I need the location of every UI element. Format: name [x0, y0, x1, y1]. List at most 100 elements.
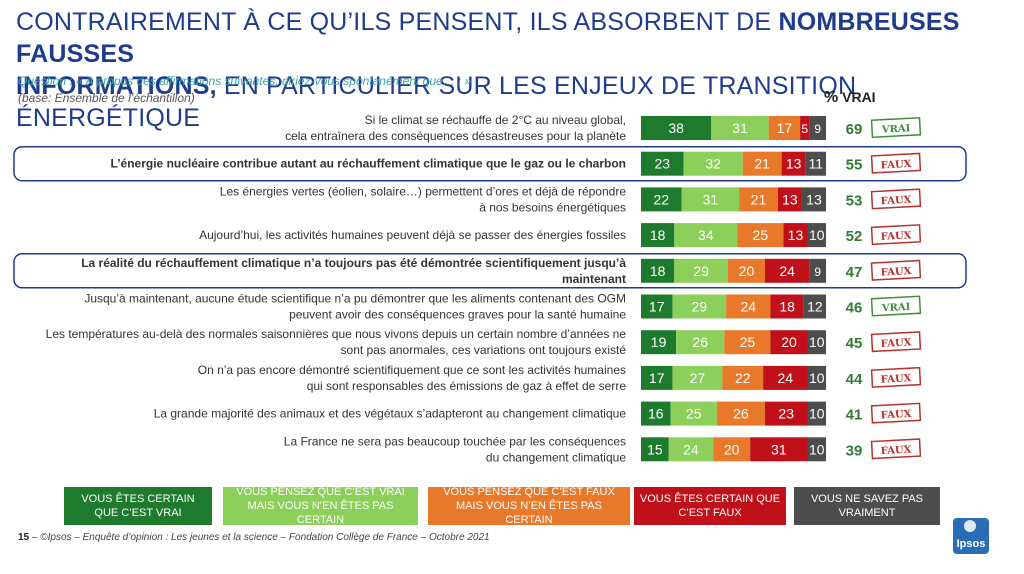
verdict-stamp-2: [870, 188, 922, 210]
legend-certain-false: Vous êtes certain que c’est faux: [634, 487, 786, 525]
bar-dont-know-9: [807, 437, 826, 462]
page-number: 15: [18, 532, 30, 543]
bar-label-probably-true-7: 27: [690, 370, 706, 386]
statement-label-9-0: La France ne sera pas beaucoup touchée p…: [284, 434, 626, 448]
bar-dont-know-0: [809, 116, 826, 140]
bar-certain-false-0: [800, 116, 810, 140]
bar-label-probably-false-7: 22: [735, 370, 751, 386]
bar-label-certain-false-5: 18: [779, 299, 795, 315]
bar-label-probably-false-9: 20: [724, 441, 740, 457]
pct-vrai-value-7: 44: [846, 371, 863, 388]
page-title: Contrairement à ce qu’ils pensent, ils a…: [16, 8, 960, 132]
bar-label-dont-know-5: 12: [807, 299, 823, 315]
bar-certain-false-1: [781, 151, 806, 176]
bar-certain-true-1: [641, 151, 684, 176]
bar-label-certain-false-8: 23: [778, 406, 794, 422]
bar-label-probably-false-1: 21: [754, 156, 770, 172]
bar-probably-false-9: [713, 437, 751, 462]
title-emphasis-2: informations,: [16, 72, 217, 100]
bar-probably-false-3: [737, 223, 784, 248]
title-emphasis-1: nombreuses fausses: [16, 8, 960, 68]
bar-certain-false-4: [764, 258, 810, 283]
bar-probably-true-5: [672, 294, 727, 319]
bar-dont-know-7: [807, 365, 826, 390]
bar-label-certain-false-4: 24: [779, 263, 795, 279]
pct-vrai-value-2: 53: [846, 192, 863, 209]
bar-label-certain-false-6: 20: [781, 334, 797, 350]
bar-label-probably-true-8: 25: [686, 406, 702, 422]
bar-certain-false-7: [763, 365, 808, 390]
bar-label-dont-know-4: 9: [814, 265, 821, 279]
logo-dot: [964, 520, 976, 532]
verdict-stamp-6: [870, 331, 922, 353]
pct-vrai-value-6: 45: [846, 335, 863, 352]
verdict-stamp-1: [870, 152, 922, 174]
statement-label-6-1: sont pas anormales, ces variations ont t…: [341, 343, 627, 357]
legend-certain-true: Vous êtes certain que c’est vrai: [64, 487, 212, 525]
bar-label-certain-false-9: 31: [771, 441, 787, 457]
verdict-stamp-3: [870, 224, 922, 246]
verdict-stamp-label-0: VRAI: [881, 123, 911, 136]
bar-label-dont-know-6: 10: [809, 334, 825, 350]
bar-certain-false-5: [770, 294, 804, 319]
bar-label-probably-false-5: 24: [741, 299, 757, 315]
bar-label-certain-true-0: 38: [668, 120, 684, 136]
statement-label-5-1: peuvent avoir des conséquences graves po…: [289, 308, 626, 322]
bar-label-probably-false-8: 26: [733, 406, 749, 422]
bar-label-certain-true-8: 16: [648, 406, 664, 422]
bar-label-probably-false-2: 21: [751, 191, 767, 207]
statement-label-7-1: qui sont responsables des émissions de g…: [307, 379, 627, 393]
bar-label-dont-know-3: 10: [809, 227, 825, 243]
bar-probably-true-9: [668, 437, 714, 462]
bar-label-certain-true-4: 18: [650, 263, 666, 279]
base-text: (base: Ensemble de l’échantillon): [18, 91, 195, 105]
verdict-stamp-label-1: FAUX: [880, 159, 912, 172]
bar-dont-know-4: [809, 258, 826, 283]
bar-dont-know-3: [807, 223, 826, 248]
verdict-stamp-label-8: FAUX: [880, 409, 912, 422]
bar-certain-true-8: [641, 401, 671, 426]
verdict-stamp-label-7: FAUX: [880, 373, 912, 386]
bar-probably-false-4: [727, 258, 765, 283]
bar-label-certain-true-2: 22: [654, 191, 670, 207]
bar-dont-know-6: [807, 330, 826, 355]
bar-label-probably-true-5: 29: [691, 299, 707, 315]
bar-certain-false-3: [783, 223, 808, 248]
bar-label-certain-true-9: 15: [647, 441, 663, 457]
verdict-stamp-label-6: FAUX: [880, 337, 912, 350]
bar-label-certain-false-7: 24: [778, 370, 794, 386]
bar-label-probably-true-6: 26: [692, 334, 708, 350]
statement-label-2-0: Les énergies vertes (éolien, solaire…) p…: [220, 184, 627, 198]
statement-label-2-1: à nos besoins énergétiques: [479, 200, 626, 214]
verdict-stamp-label-4: FAUX: [880, 266, 912, 279]
bar-label-dont-know-8: 10: [809, 406, 825, 422]
bar-label-dont-know-7: 10: [809, 370, 825, 386]
footer-source: ©Ipsos – Enquête d’opinion : Les jeunes …: [40, 532, 490, 543]
verdict-stamp-0: [870, 116, 922, 139]
statement-label-8-0: La grande majorité des animaux et des vé…: [154, 407, 627, 421]
pct-vrai-value-1: 55: [846, 157, 863, 174]
statement-label-9-1: du changement climatique: [486, 450, 626, 464]
bar-label-probably-true-9: 24: [683, 441, 699, 457]
ipsos-logo-icon: Ipsos: [953, 518, 989, 554]
verdict-stamp-label-5: VRAI: [881, 302, 911, 315]
footer: 15 – ©Ipsos – Enquête d’opinion : Les je…: [18, 532, 490, 543]
bar-probably-true-6: [676, 330, 725, 355]
bar-probably-false-6: [724, 330, 771, 355]
bar-certain-true-4: [641, 258, 675, 283]
highlight-frame-1: [13, 145, 967, 182]
pct-vrai-header: % VRAI: [824, 89, 876, 106]
statement-label-4-0: La réalité du réchauffement climatique n…: [81, 256, 626, 270]
bar-certain-true-5: [641, 294, 673, 319]
bar-probably-true-4: [674, 258, 728, 283]
bar-probably-false-1: [742, 151, 782, 176]
statement-label-5-0: Jusqu’à maintenant, aucune étude scienti…: [84, 292, 626, 306]
question-text: Question : « A propos des affirmations s…: [18, 74, 472, 88]
bar-label-dont-know-9: 10: [809, 441, 825, 457]
bar-certain-true-7: [641, 365, 673, 390]
bar-label-dont-know-0: 9: [814, 122, 821, 136]
statement-label-1-0: L’énergie nucléaire contribue autant au …: [111, 157, 626, 171]
bar-label-certain-false-1: 13: [786, 156, 802, 172]
bar-label-probably-true-1: 32: [705, 156, 721, 172]
